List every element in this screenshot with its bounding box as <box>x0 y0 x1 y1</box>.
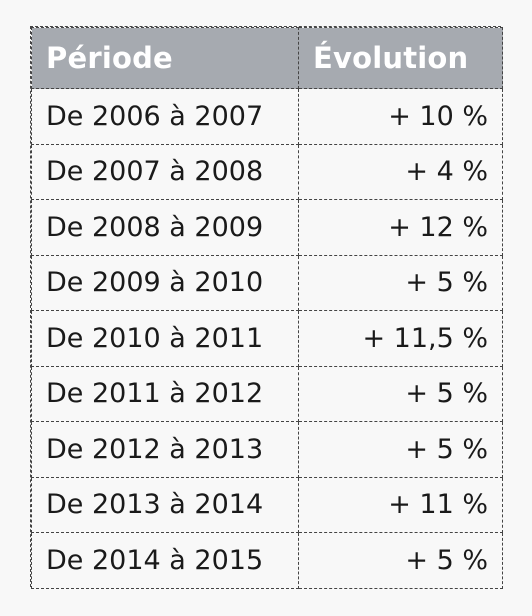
evolution-cell: + 5 % <box>298 254 503 311</box>
table-row: De 2012 à 2013 + 5 % <box>31 421 503 478</box>
period-cell: De 2007 à 2008 <box>31 143 299 200</box>
period-cell: De 2011 à 2012 <box>31 365 299 422</box>
period-cell: De 2013 à 2014 <box>31 476 299 533</box>
column-header-period: Période <box>31 27 299 89</box>
evolution-cell: + 5 % <box>298 365 503 422</box>
period-cell: De 2006 à 2007 <box>31 88 299 145</box>
table-row: De 2007 à 2008 + 4 % <box>31 143 503 200</box>
evolution-cell: + 10 % <box>298 88 503 145</box>
period-cell: De 2009 à 2010 <box>31 254 299 311</box>
period-cell: De 2012 à 2013 <box>31 421 299 478</box>
period-cell: De 2014 à 2015 <box>31 532 299 589</box>
header-row: Période Évolution <box>31 27 503 89</box>
evolution-cell: + 4 % <box>298 143 503 200</box>
data-table: Période Évolution De 2006 à 2007 + 10 % … <box>31 27 503 589</box>
table-row: De 2008 à 2009 + 12 % <box>31 199 503 256</box>
evolution-cell: + 5 % <box>298 421 503 478</box>
table-row: De 2010 à 2011 + 11,5 % <box>31 310 503 367</box>
table-row: De 2014 à 2015 + 5 % <box>31 532 503 589</box>
evolution-cell: + 11,5 % <box>298 310 503 367</box>
evolution-cell: + 5 % <box>298 532 503 589</box>
table-row: De 2009 à 2010 + 5 % <box>31 254 503 311</box>
period-cell: De 2010 à 2011 <box>31 310 299 367</box>
table-row: De 2011 à 2012 + 5 % <box>31 365 503 422</box>
table-row: De 2006 à 2007 + 10 % <box>31 88 503 145</box>
evolution-cell: + 12 % <box>298 199 503 256</box>
column-header-evolution: Évolution <box>298 27 503 89</box>
table-row: De 2013 à 2014 + 11 % <box>31 476 503 533</box>
evolution-cell: + 11 % <box>298 476 503 533</box>
period-cell: De 2008 à 2009 <box>31 199 299 256</box>
evolution-table: Période Évolution De 2006 à 2007 + 10 % … <box>30 26 503 589</box>
